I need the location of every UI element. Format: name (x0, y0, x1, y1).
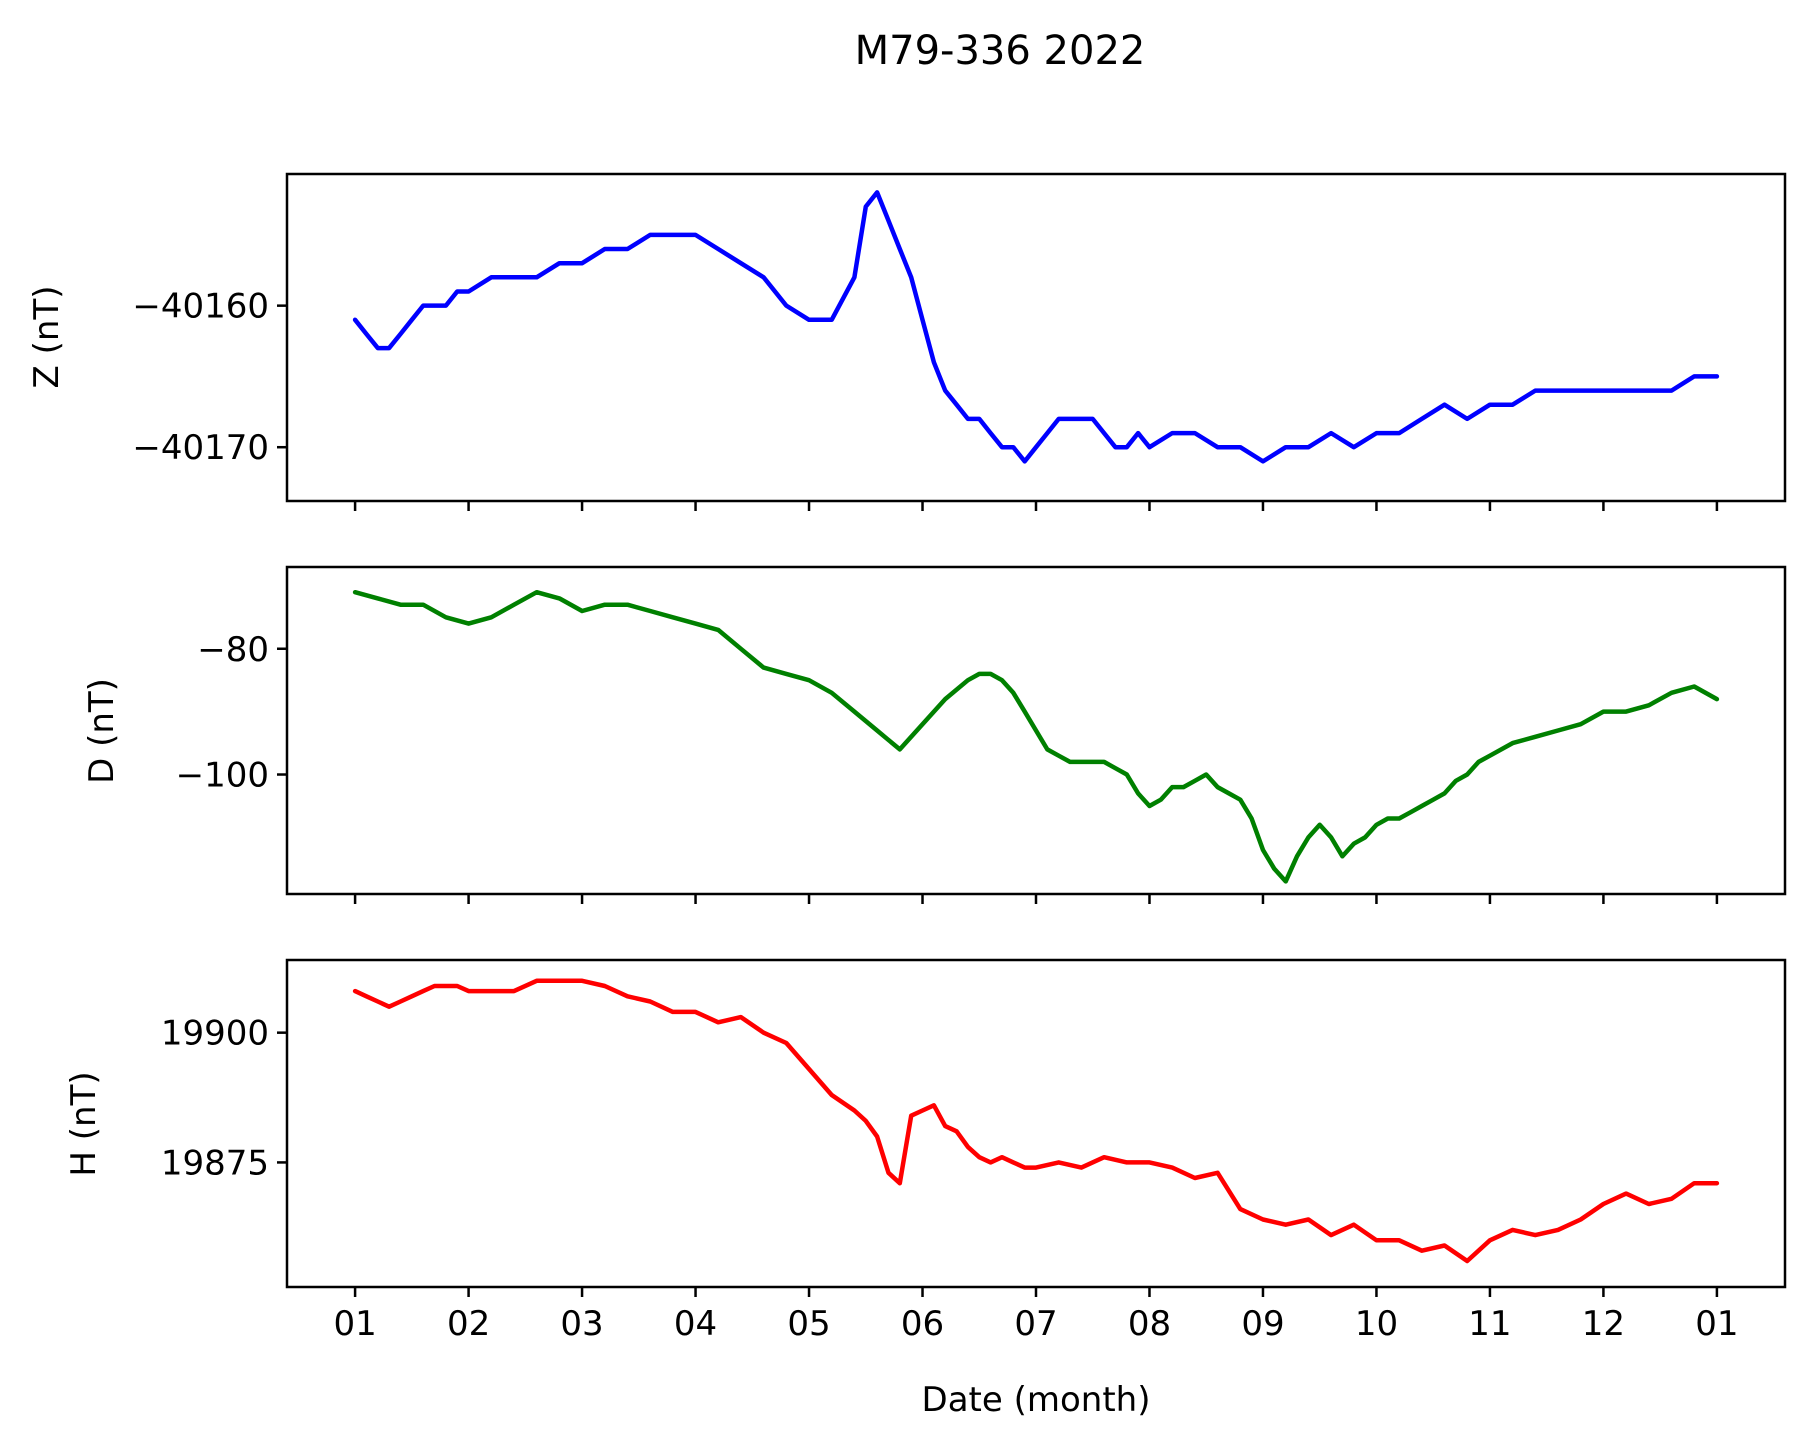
x-tick-label: 01 (1695, 1304, 1738, 1344)
z-y-axis-label: Z (nT) (27, 286, 67, 389)
x-tick-label: 09 (1241, 1304, 1284, 1344)
x-tick-label: 05 (787, 1304, 830, 1344)
x-tick-label: 01 (333, 1304, 376, 1344)
x-tick-label: 06 (901, 1304, 944, 1344)
d-y-axis: −80 −100 (176, 630, 287, 796)
y-tick-label: −40160 (132, 287, 269, 327)
y-tick-label: 19900 (161, 1014, 269, 1054)
h-y-axis: 19900 19875 (161, 1014, 287, 1183)
d-y-axis-label: D (nT) (82, 678, 122, 784)
y-tick-label: 19875 (161, 1143, 269, 1183)
panel-h: 19900 19875 01 02 03 04 05 06 07 08 09 10 11 12 01 H … (64, 958, 1787, 1344)
panel-z: −40160 −40170 Z (nT) (27, 172, 1787, 511)
x-tick-label: 12 (1582, 1304, 1625, 1344)
z-series-line (352, 190, 1720, 464)
h-series-line (352, 978, 1720, 1264)
z-plot-frame (285, 172, 1787, 503)
x-tick-label: 02 (447, 1304, 490, 1344)
d-x-axis (353, 894, 1719, 904)
y-tick-label: −80 (197, 630, 269, 670)
d-series-line (352, 589, 1720, 884)
h-plot-frame (285, 958, 1787, 1289)
h-y-axis-label: H (nT) (64, 1071, 104, 1176)
panel-d: −80 −100 D (nT) (82, 565, 1787, 904)
y-tick-label: −40170 (132, 428, 269, 468)
figure-title: M79-336 2022 (855, 28, 1146, 74)
z-y-axis: −40160 −40170 (132, 287, 287, 468)
x-tick-label: 11 (1468, 1304, 1511, 1344)
x-tick-label: 07 (1014, 1304, 1057, 1344)
x-tick-label: 04 (674, 1304, 717, 1344)
y-tick-label: −100 (176, 756, 269, 796)
z-x-axis (353, 501, 1719, 511)
h-x-axis: 01 02 03 04 05 06 07 08 09 10 11 12 01 (333, 1287, 1739, 1344)
x-tick-label: 10 (1355, 1304, 1398, 1344)
x-tick-label: 08 (1128, 1304, 1171, 1344)
x-axis-label: Date (month) (922, 1380, 1151, 1420)
x-tick-label: 03 (560, 1304, 603, 1344)
